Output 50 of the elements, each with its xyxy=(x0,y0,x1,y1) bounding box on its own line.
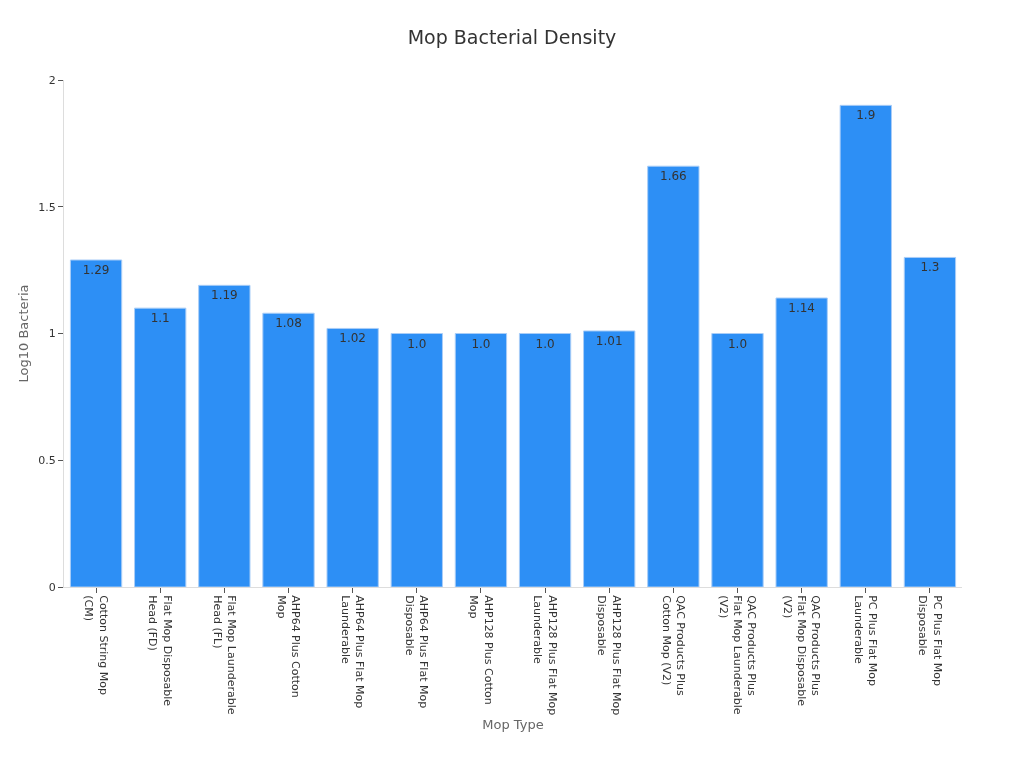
x-tick-label: Flat Mop Launderable Head (FL) xyxy=(210,595,238,715)
data-label: 1.3 xyxy=(920,260,940,275)
data-label: 1.29 xyxy=(82,262,110,277)
data-label: 1.66 xyxy=(660,169,687,184)
bar xyxy=(839,104,892,587)
y-tick-label: 0.5 xyxy=(38,454,56,468)
data-label: 1.0 xyxy=(727,336,748,351)
bar xyxy=(69,259,123,587)
chart-title: Mop Bacterial Density xyxy=(407,26,617,49)
x-tick-label: AHP64 Plus Cotton Mop xyxy=(274,595,303,698)
data-label: 1.08 xyxy=(275,316,302,331)
data-label: 1.9 xyxy=(856,108,876,123)
y-tick-label: 1 xyxy=(48,327,56,341)
bar xyxy=(326,327,379,587)
bar xyxy=(198,284,251,587)
x-tick-label: QAC Products Plus Cotton Mop (V2) xyxy=(659,595,687,697)
data-label: 1.0 xyxy=(471,336,491,351)
x-tick-label: QAC Products Plus Flat Mop Launderable (V2) xyxy=(716,595,759,715)
bar xyxy=(390,333,443,587)
bar xyxy=(711,333,764,587)
x-tick-label: AHP128 Plus Flat Mop Disposable xyxy=(595,595,623,716)
data-label: 1.0 xyxy=(407,336,427,351)
x-tick-label: Cotton String Mop (CM) xyxy=(82,595,110,695)
x-tick-label: AHP128 Plus Cotton Mop xyxy=(467,595,495,705)
bar xyxy=(583,330,636,587)
x-tick-label: PC Plus Flat Mop Disposable xyxy=(916,595,944,687)
bar xyxy=(903,256,957,587)
x-tick-label: AHP64 Plus Flat Mop Launderable xyxy=(338,595,367,709)
x-axis-title: Mop Type xyxy=(482,717,544,733)
x-tick-label: Flat Mop Disposable Head (FD) xyxy=(146,595,174,707)
data-label: 1.02 xyxy=(339,331,366,346)
y-tick-label: 1.5 xyxy=(38,200,56,214)
data-label: 1.19 xyxy=(211,288,238,303)
bar xyxy=(647,165,700,587)
x-tick-label: AHP64 Plus Flat Mop Disposable xyxy=(403,595,431,709)
bar xyxy=(518,333,572,587)
data-label: 1.14 xyxy=(788,301,815,316)
y-axis-title: Log10 Bacteria xyxy=(16,284,31,383)
data-label: 1.1 xyxy=(150,311,170,326)
bar xyxy=(134,307,187,587)
y-tick-label: 0 xyxy=(48,580,56,594)
x-tick-label: PC Plus Flat Mop Launderable xyxy=(852,595,880,687)
bar xyxy=(454,333,508,587)
x-tick-label: AHP128 Plus Flat Mop Launderable xyxy=(531,595,559,716)
bar xyxy=(775,297,828,587)
x-tick-label: QAC Products Plus Flat Mop Disposable (V2) xyxy=(780,595,823,707)
data-label: 1.0 xyxy=(535,336,555,351)
y-tick-label: 2 xyxy=(48,73,56,87)
bar xyxy=(262,312,315,587)
data-label: 1.01 xyxy=(595,333,623,348)
